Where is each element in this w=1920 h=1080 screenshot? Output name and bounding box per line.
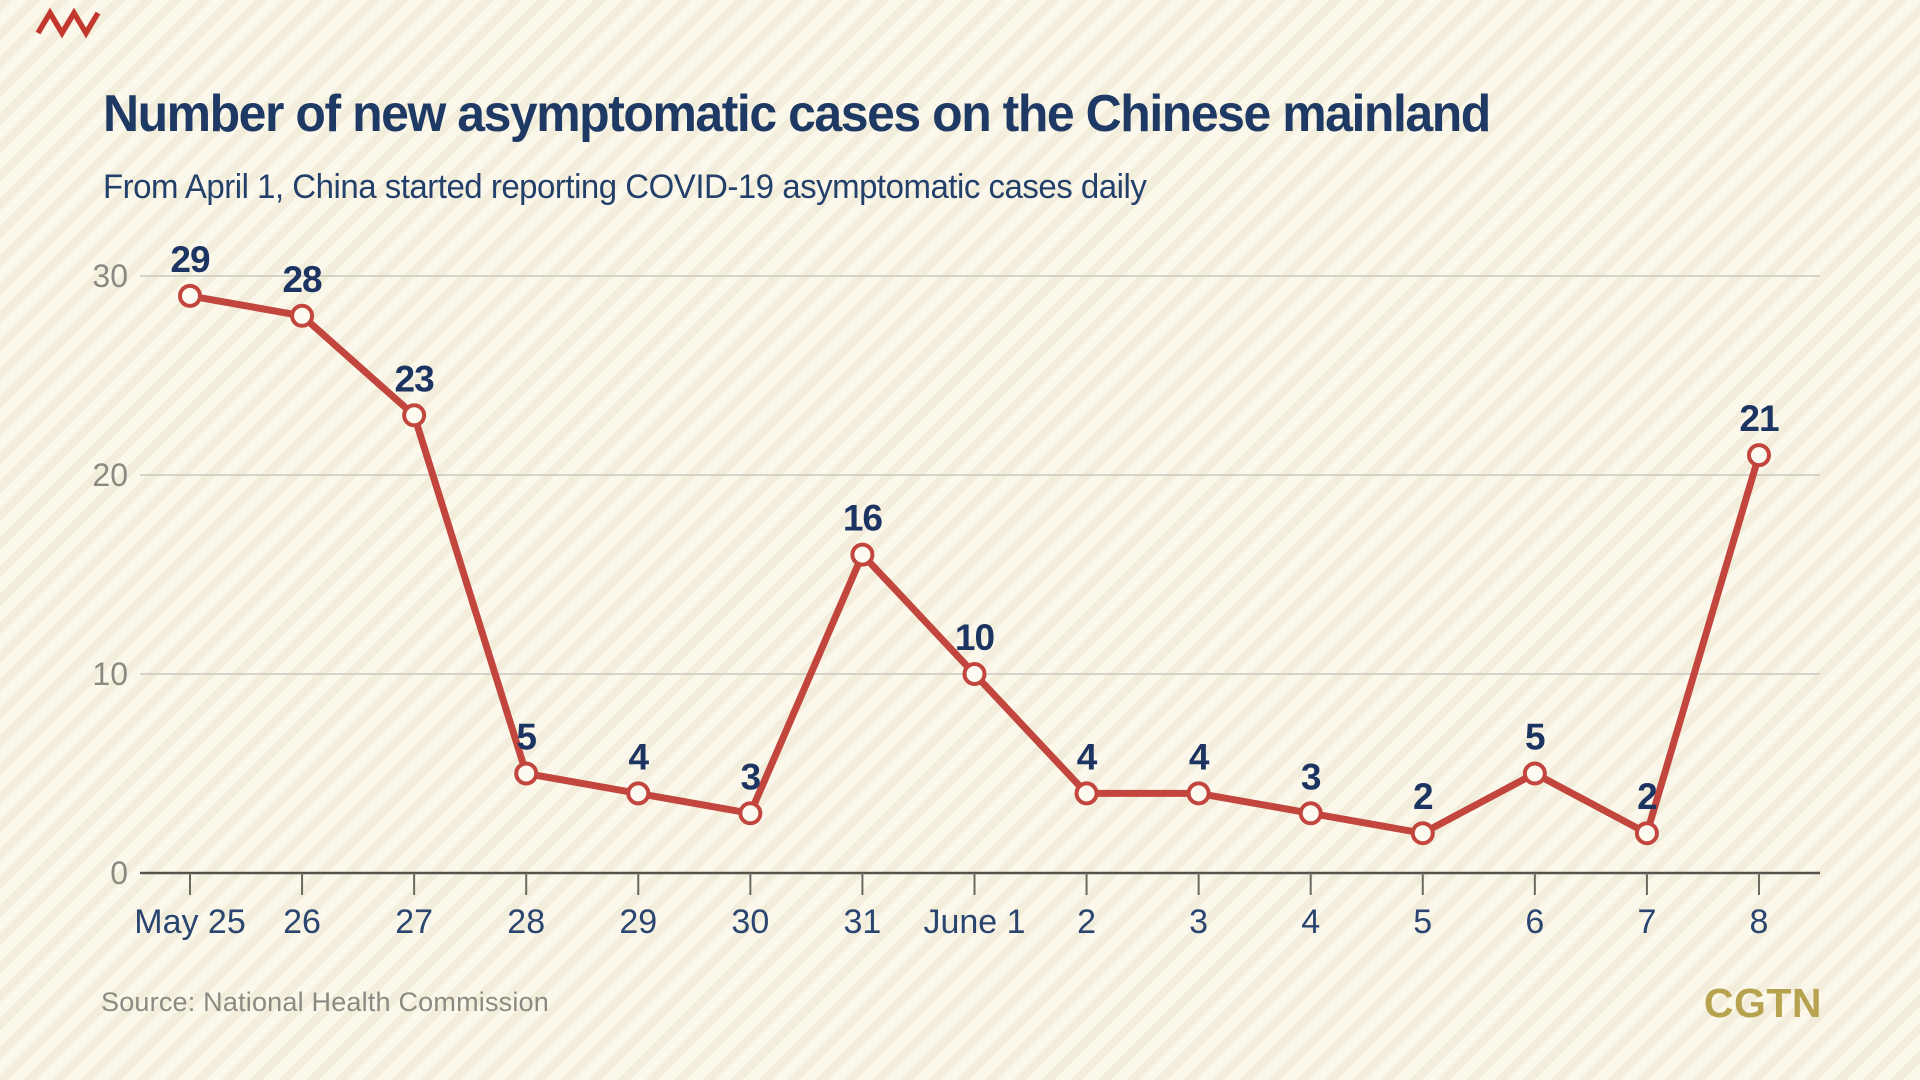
data-point-label: 5 [516, 717, 536, 758]
data-point-marker [290, 303, 315, 328]
x-tick-label: 28 [507, 903, 545, 941]
data-point-label: 4 [628, 736, 649, 777]
data-point-marker [402, 403, 427, 428]
data-point-label: 2 [1413, 776, 1433, 817]
data-point-label: 3 [1301, 756, 1321, 797]
x-tick-label: 2 [1077, 903, 1096, 941]
data-point-label: 28 [282, 259, 322, 300]
data-point-marker [738, 801, 763, 826]
cgtn-logo: CGTN [1703, 980, 1822, 1026]
data-point-marker [1410, 821, 1435, 846]
data-point-label: 2 [1637, 776, 1657, 817]
data-point-label: 10 [955, 617, 995, 658]
data-point-marker [1634, 821, 1659, 846]
x-tick-label: 7 [1637, 903, 1656, 941]
data-point-label: 21 [1739, 398, 1779, 439]
x-tick-label: 5 [1413, 903, 1432, 941]
x-tick-label: 4 [1301, 903, 1320, 941]
data-point-marker [1522, 761, 1547, 786]
x-tick-label: 26 [283, 903, 321, 941]
data-point-label: 16 [843, 498, 883, 539]
x-tick-label: 31 [844, 903, 882, 941]
x-tick-label: 30 [731, 903, 769, 941]
data-point-label: 4 [1077, 736, 1098, 777]
data-point-label: 5 [1525, 717, 1545, 758]
x-tick-label: May 25 [134, 903, 246, 941]
data-point-marker [626, 781, 651, 806]
x-tick-label: 29 [619, 903, 657, 941]
y-tick-label: 10 [92, 656, 128, 692]
data-point-marker [178, 283, 202, 308]
y-tick-label: 0 [110, 855, 128, 891]
x-tick-label: 8 [1750, 903, 1769, 941]
data-point-label: 4 [1189, 736, 1210, 777]
data-point-marker [1298, 801, 1323, 826]
data-point-marker [1074, 781, 1099, 806]
y-tick-label: 20 [92, 457, 128, 493]
x-tick-label: 6 [1525, 903, 1544, 941]
data-point-marker [962, 662, 987, 686]
data-point-label: 3 [741, 756, 761, 797]
x-tick-label: 27 [395, 903, 433, 941]
page-subtitle: From April 1, China started reporting CO… [103, 168, 1147, 206]
y-tick-label: 30 [92, 258, 128, 294]
data-point-label: 23 [395, 358, 435, 399]
data-point-marker [514, 761, 539, 786]
data-point-marker [850, 542, 875, 567]
data-point-label: 29 [170, 239, 210, 280]
x-tick-label: June 1 [923, 903, 1025, 941]
data-point-marker [1746, 443, 1771, 468]
x-tick-label: 3 [1189, 903, 1208, 941]
page-title: Number of new asymptomatic cases on the … [103, 85, 1491, 143]
source-note: Source: National Health Commission [101, 987, 549, 1017]
zigzag-logo-icon [35, 7, 101, 39]
data-point-marker [1186, 781, 1211, 806]
